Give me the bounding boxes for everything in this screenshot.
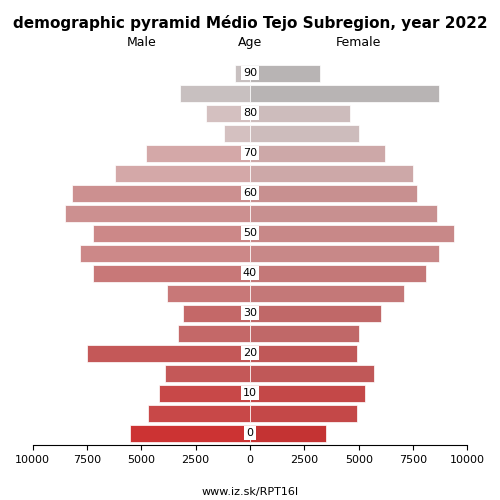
Text: Male: Male — [126, 36, 156, 49]
Text: 90: 90 — [243, 68, 257, 78]
Bar — [87, 344, 250, 362]
Bar — [168, 284, 250, 302]
Text: 40: 40 — [243, 268, 257, 278]
Bar — [250, 204, 437, 222]
Bar — [250, 405, 356, 422]
Text: 60: 60 — [243, 188, 257, 198]
Bar — [180, 84, 250, 102]
Bar — [130, 425, 250, 442]
Bar — [250, 385, 366, 402]
Bar — [206, 104, 250, 122]
Text: 0: 0 — [246, 428, 254, 438]
Bar — [115, 164, 250, 182]
Text: 80: 80 — [243, 108, 257, 118]
Bar — [250, 425, 326, 442]
Bar — [146, 144, 250, 162]
Bar — [250, 184, 418, 202]
Title: demographic pyramid Médio Tejo Subregion, year 2022: demographic pyramid Médio Tejo Subregion… — [12, 15, 488, 31]
Bar — [235, 64, 250, 82]
Text: 10: 10 — [243, 388, 257, 398]
Bar — [250, 84, 439, 102]
Bar — [178, 324, 250, 342]
Bar — [94, 264, 250, 281]
Text: 70: 70 — [243, 148, 257, 158]
Bar — [80, 244, 250, 262]
Bar — [250, 164, 413, 182]
Text: 50: 50 — [243, 228, 257, 238]
Text: 30: 30 — [243, 308, 257, 318]
Bar — [182, 304, 250, 322]
Text: 20: 20 — [243, 348, 257, 358]
Bar — [94, 224, 250, 242]
Bar — [224, 124, 250, 142]
Bar — [72, 184, 250, 202]
Bar — [250, 344, 356, 362]
Bar — [250, 304, 380, 322]
Bar — [250, 144, 385, 162]
Text: www.iz.sk/RPT16I: www.iz.sk/RPT16I — [202, 487, 298, 497]
Bar — [158, 385, 250, 402]
Bar — [250, 104, 350, 122]
Bar — [250, 284, 404, 302]
Text: Age: Age — [238, 36, 262, 49]
Bar — [148, 405, 250, 422]
Bar — [65, 204, 250, 222]
Bar — [250, 324, 358, 342]
Bar — [250, 244, 439, 262]
Bar — [250, 124, 358, 142]
Bar — [250, 264, 426, 281]
Bar — [250, 64, 320, 82]
Bar — [165, 364, 250, 382]
Bar — [250, 224, 454, 242]
Bar — [250, 364, 374, 382]
Text: Female: Female — [336, 36, 382, 49]
